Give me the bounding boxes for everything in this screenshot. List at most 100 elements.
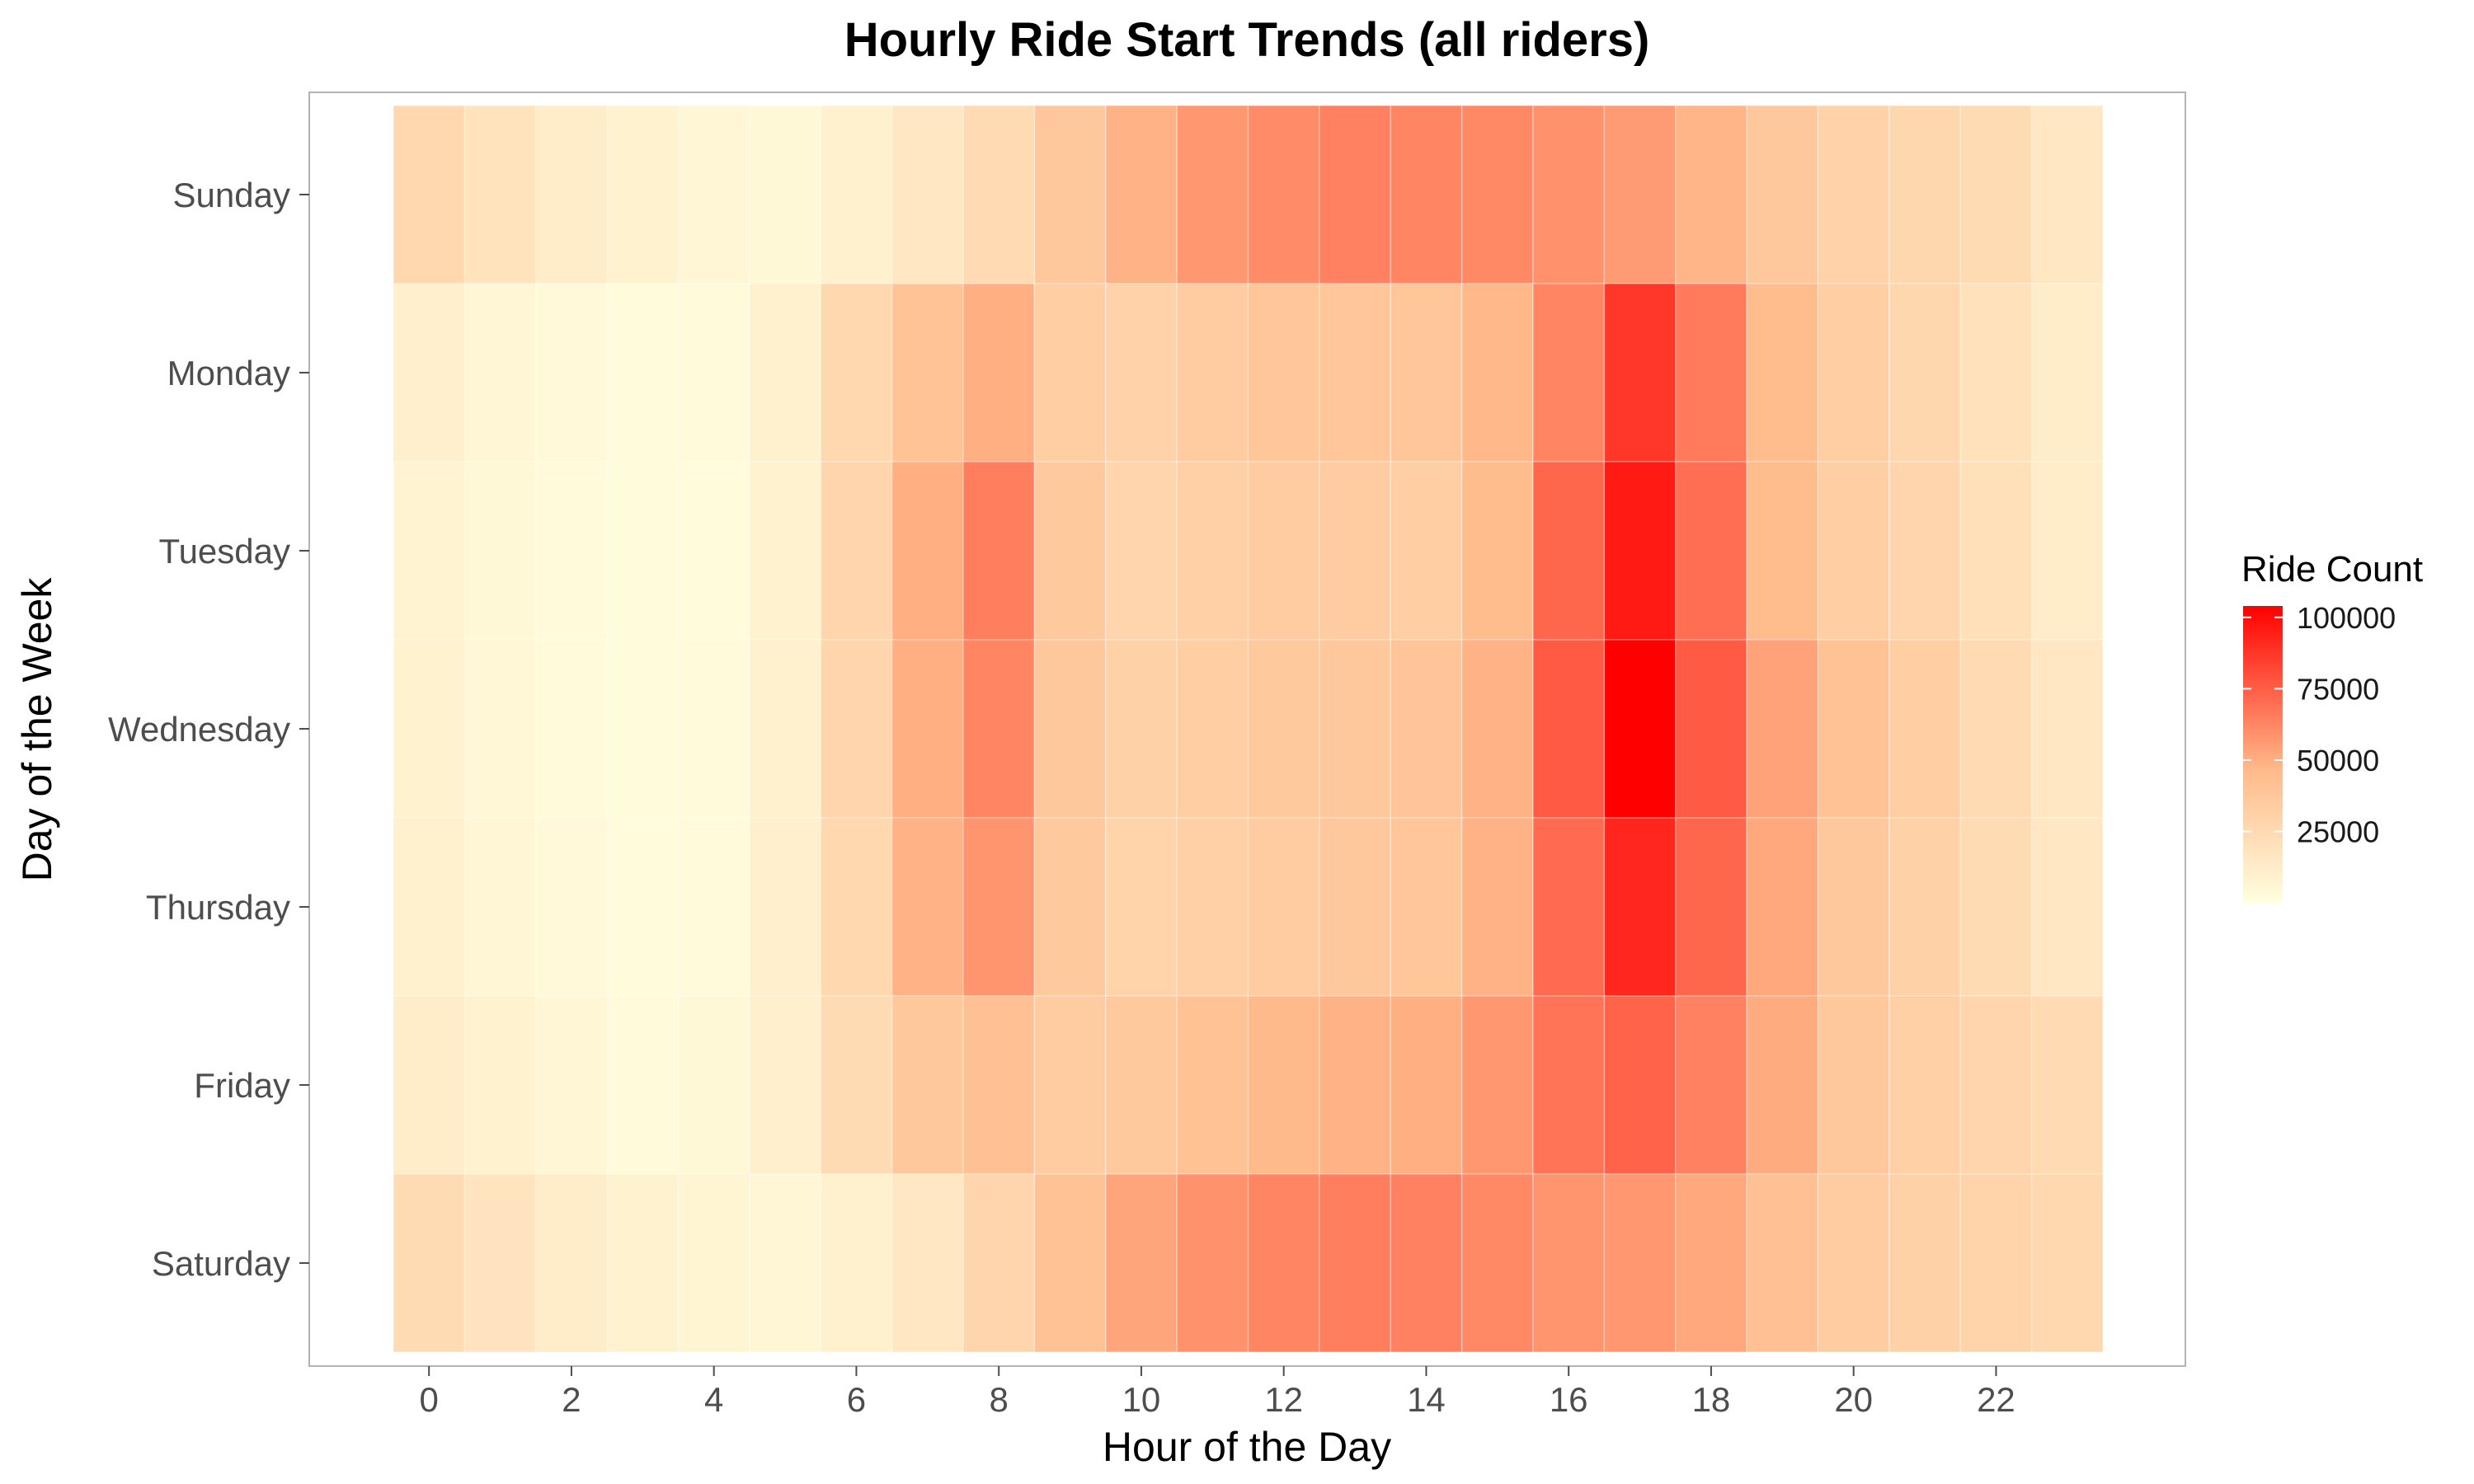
heatmap-cell	[535, 461, 608, 641]
heatmap-cell	[1105, 1173, 1178, 1353]
heatmap-cell	[1390, 1173, 1463, 1353]
legend-tick-label: 75000	[2297, 672, 2379, 706]
heatmap-cell	[1675, 995, 1747, 1175]
y-axis-title: Day of the Week	[14, 577, 60, 882]
heatmap-cell	[1959, 995, 2033, 1175]
heatmap-cell	[1319, 995, 1392, 1175]
heatmap-cell	[1817, 639, 1890, 819]
heatmap-cell	[463, 817, 537, 997]
heatmap-cell	[1176, 1173, 1249, 1353]
heatmap-cell	[1675, 105, 1747, 284]
heatmap-cell	[1603, 461, 1677, 641]
heatmap-cell	[1888, 639, 1962, 819]
heatmap-cell	[1460, 283, 1534, 463]
heatmap-cell	[2030, 639, 2104, 819]
heatmap-cell	[463, 995, 537, 1175]
heatmap-cell	[820, 1173, 893, 1353]
legend-ticks: 25000 50000 75000 100000	[2243, 601, 2396, 848]
heatmap-cell	[606, 105, 680, 284]
heatmap-cell	[1033, 1173, 1107, 1353]
heatmap-cell	[1247, 639, 1320, 819]
heatmap-cell	[891, 461, 964, 641]
heatmap-cell	[962, 105, 1036, 284]
heatmap-cell	[1675, 461, 1747, 641]
x-tick-label: 0	[420, 1380, 439, 1419]
heatmap-cell	[749, 283, 822, 463]
x-axis-title: Hour of the Day	[1103, 1424, 1391, 1470]
heatmap-cell	[606, 639, 680, 819]
heatmap-cell	[1390, 639, 1463, 819]
heatmap-cell	[1888, 461, 1962, 641]
heatmap-cell	[1675, 1173, 1747, 1353]
heatmap-cell	[2030, 817, 2104, 997]
heatmap-cell	[2030, 1173, 2104, 1353]
heatmap-cell	[1033, 639, 1107, 819]
y-tick-label: Wednesday	[108, 710, 290, 749]
legend: Ride Count 25000 50000 75000 100000	[2241, 549, 2423, 903]
heatmap-cell	[1888, 817, 1962, 997]
heatmap-cell	[1105, 995, 1178, 1175]
y-tick-label: Tuesday	[158, 532, 290, 571]
heatmap-cell	[393, 283, 466, 463]
heatmap-cell	[1033, 817, 1107, 997]
heatmap-cell	[1603, 283, 1677, 463]
x-tick-label: 8	[990, 1380, 1009, 1419]
heatmap-cell	[891, 283, 964, 463]
heatmap-cell	[535, 995, 608, 1175]
heatmap-cell	[463, 283, 537, 463]
heatmap-cell	[1460, 995, 1534, 1175]
heatmap-cell	[535, 1173, 608, 1353]
heatmap-cell	[606, 1173, 680, 1353]
heatmap-cell	[1603, 639, 1677, 819]
heatmap-cell	[1817, 995, 1890, 1175]
heatmap-cell	[1675, 639, 1747, 819]
heatmap-cell	[393, 817, 466, 997]
heatmap-cell	[677, 105, 750, 284]
heatmap-cell	[1959, 1173, 2033, 1353]
heatmap-cell	[1319, 105, 1392, 284]
x-tick-label: 12	[1264, 1380, 1303, 1419]
heatmap-cell	[677, 283, 750, 463]
heatmap-cell	[749, 639, 822, 819]
heatmap-cell	[1888, 995, 1962, 1175]
x-tick-label: 16	[1550, 1380, 1588, 1419]
legend-tick-label: 100000	[2297, 601, 2396, 635]
heatmap-cell	[1247, 995, 1320, 1175]
heatmap-cell	[1033, 283, 1107, 463]
heatmap-cell	[820, 283, 893, 463]
heatmap-cell	[1817, 105, 1890, 284]
heatmap-cell	[1105, 461, 1178, 641]
heatmap-cell	[535, 639, 608, 819]
y-tick-label: Saturday	[152, 1244, 290, 1283]
heatmap-cell	[1746, 461, 1819, 641]
heatmap-cell	[1746, 283, 1819, 463]
heatmap-cell	[1319, 283, 1392, 463]
x-tick-label: 22	[1977, 1380, 2015, 1419]
heatmap-cell	[677, 639, 750, 819]
x-tick-label: 2	[562, 1380, 581, 1419]
heatmap-cell	[1603, 817, 1677, 997]
heatmap-cell	[1176, 461, 1249, 641]
heatmap-cell	[1033, 105, 1107, 284]
heatmap-cell	[1247, 105, 1320, 284]
heatmap-cell	[393, 639, 466, 819]
x-tick-label: 10	[1122, 1380, 1161, 1419]
heatmap-cell	[393, 105, 466, 284]
heatmap-cell	[1390, 817, 1463, 997]
heatmap-cell	[1532, 283, 1606, 463]
heatmap-cell	[749, 995, 822, 1175]
heatmap-cell	[1319, 639, 1392, 819]
heatmap-cell	[1532, 995, 1606, 1175]
heatmap-cell	[1532, 105, 1606, 284]
heatmap-cell	[677, 461, 750, 641]
heatmap-cell	[1460, 817, 1534, 997]
heatmap-cell	[962, 283, 1036, 463]
heatmap-cell	[891, 817, 964, 997]
heatmap-cell	[820, 105, 893, 284]
heatmap-cell	[1746, 105, 1819, 284]
legend-tick-label: 50000	[2297, 744, 2379, 777]
heatmap-cell	[1460, 105, 1534, 284]
heatmap-cell	[2030, 461, 2104, 641]
